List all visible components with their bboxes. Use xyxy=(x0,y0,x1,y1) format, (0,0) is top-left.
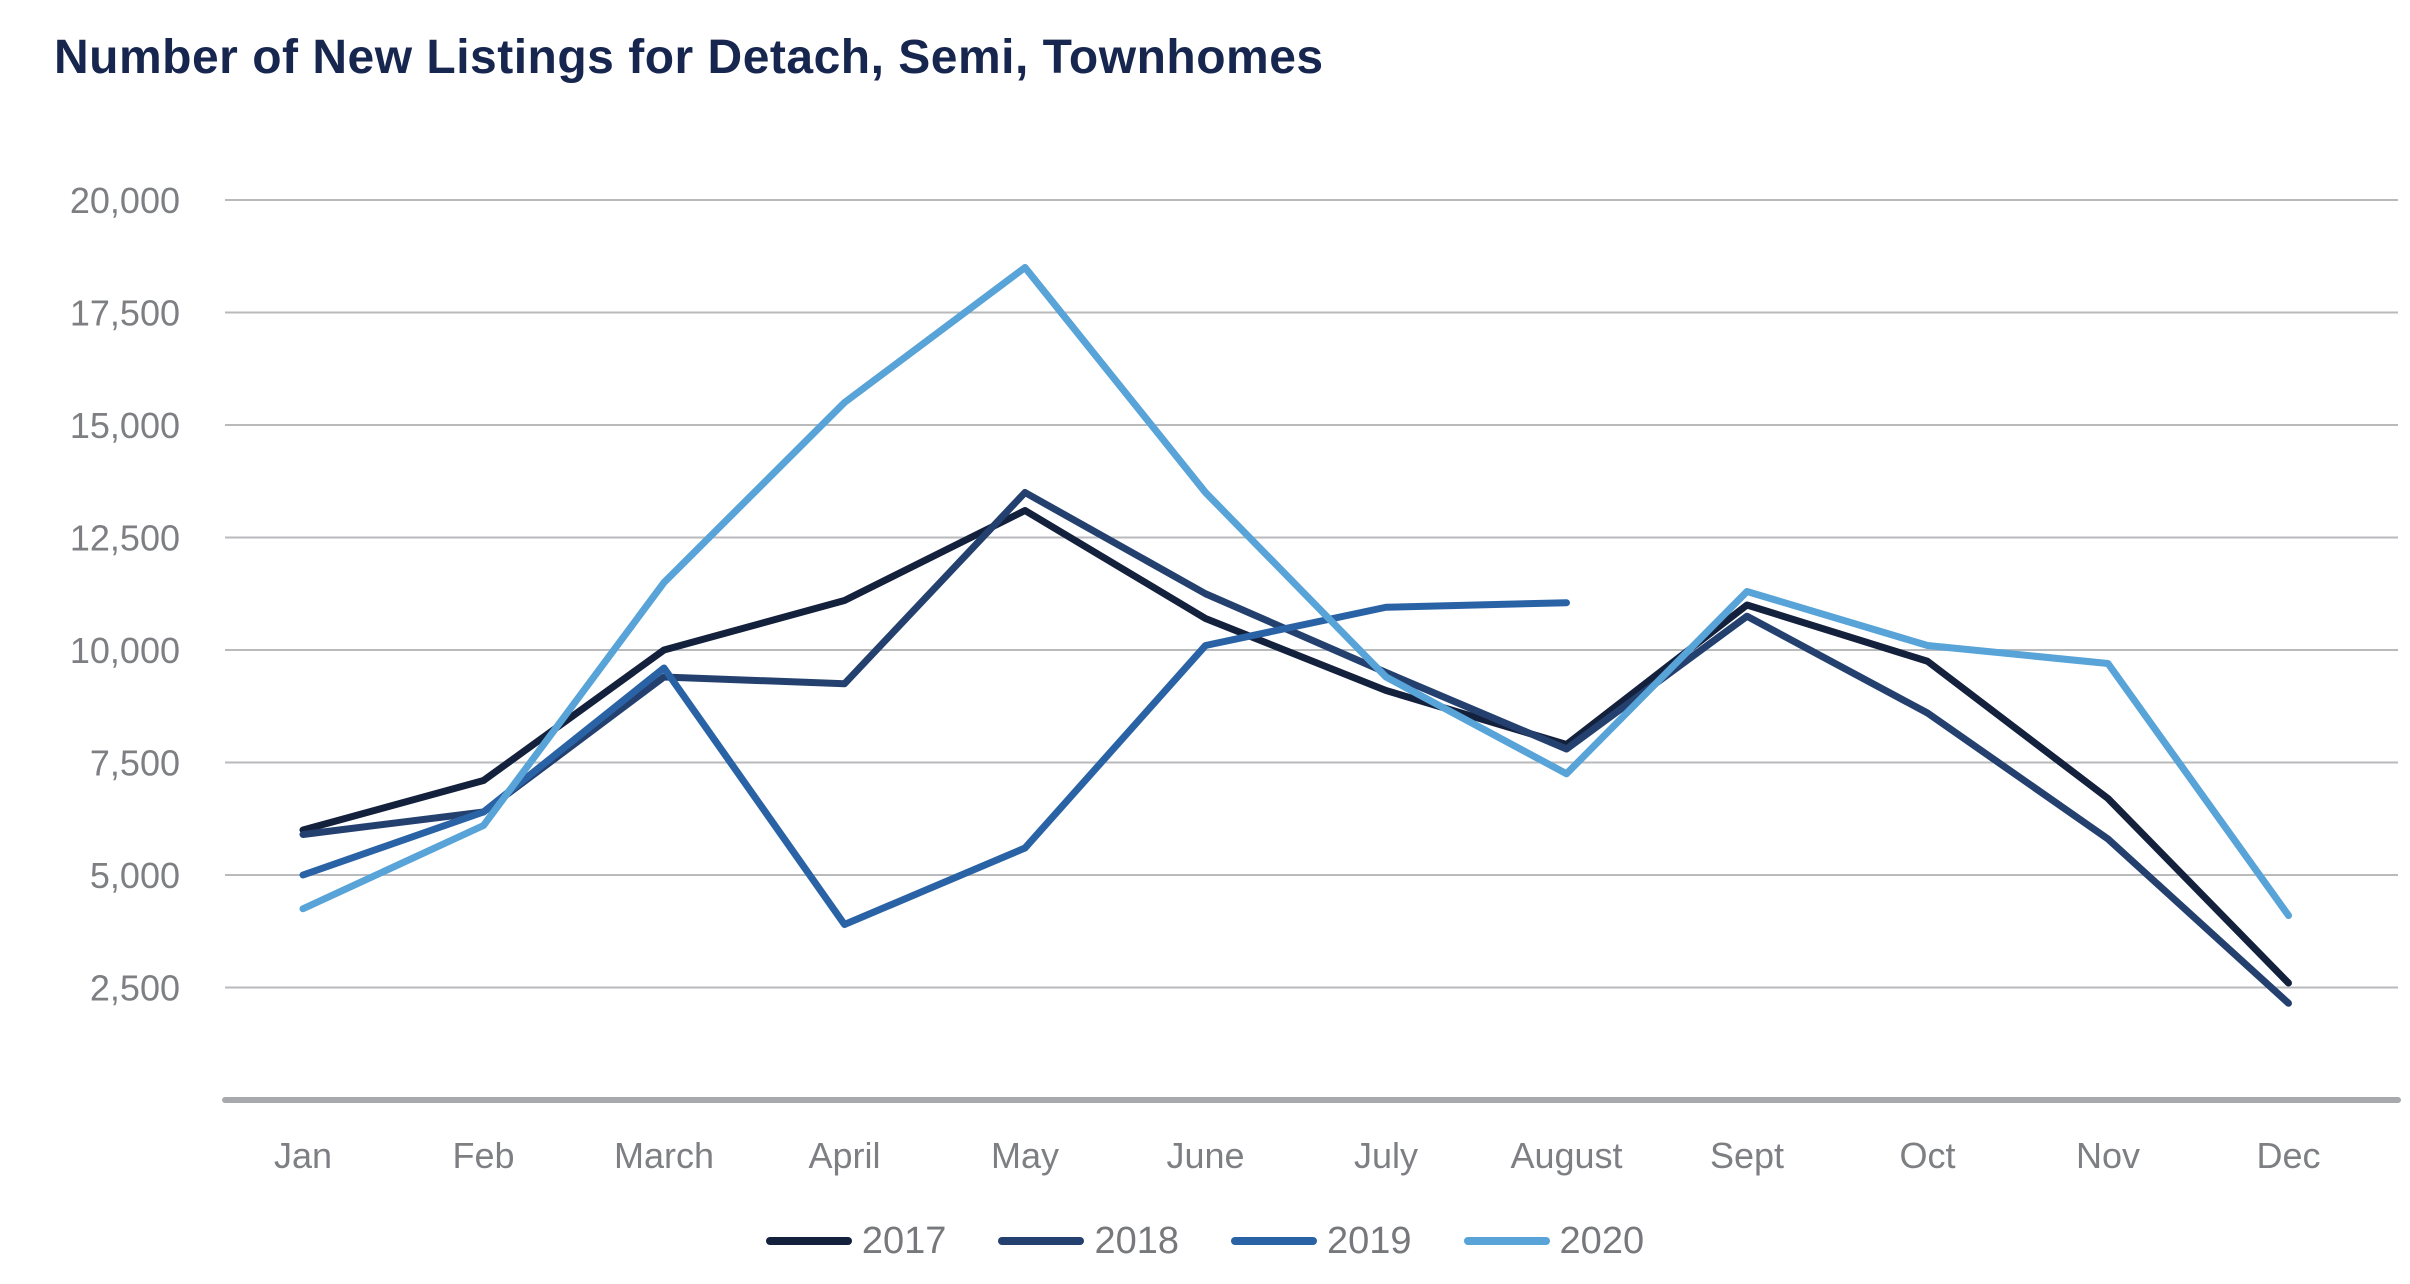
legend-swatch-2017 xyxy=(765,1237,852,1245)
x-tick-label: Feb xyxy=(452,1135,514,1176)
x-tick-label: April xyxy=(808,1135,880,1176)
y-tick-label: 5,000 xyxy=(90,855,180,896)
x-tick-label: Oct xyxy=(1899,1135,1955,1176)
legend-item-2018: 2018 xyxy=(998,1222,1179,1260)
x-tick-label: August xyxy=(1510,1135,1622,1176)
legend-swatch-2018 xyxy=(998,1237,1085,1245)
x-tick-label: March xyxy=(614,1135,714,1176)
y-tick-label: 20,000 xyxy=(70,180,180,221)
x-tick-label: May xyxy=(991,1135,1059,1176)
legend-label: 2017 xyxy=(861,1220,947,1262)
chart-title: Number of New Listings for Detach, Semi,… xyxy=(54,31,1324,84)
series-line-2020 xyxy=(299,264,2292,919)
legend-swatch-2020 xyxy=(1463,1237,1550,1245)
legend-item-2020: 2020 xyxy=(1463,1220,1645,1262)
legend-label: 2018 xyxy=(1094,1220,1179,1262)
x-tick-label: June xyxy=(1166,1135,1244,1176)
legend-item-2017: 2017 xyxy=(765,1220,947,1262)
x-tick-label: Sept xyxy=(1710,1135,1784,1176)
x-tick-label: Dec xyxy=(2256,1135,2320,1176)
x-tick-label: Nov xyxy=(2076,1135,2140,1176)
legend-label: 2019 xyxy=(1327,1220,1412,1262)
legend-item-2019: 2019 xyxy=(1231,1222,1412,1260)
x-tick-label: July xyxy=(1354,1135,1418,1176)
y-tick-label: 12,500 xyxy=(70,518,180,559)
y-tick-label: 2,500 xyxy=(90,968,180,1009)
chart-legend: 2017 2018 2019 2020 xyxy=(0,1222,2410,1260)
x-tick-label: Jan xyxy=(274,1135,332,1176)
y-tick-label: 17,500 xyxy=(70,293,180,334)
legend-label: 2020 xyxy=(1559,1220,1645,1262)
y-tick-label: 15,000 xyxy=(70,405,180,446)
series-line-2017 xyxy=(299,507,2292,987)
series-line-2018 xyxy=(299,489,2292,1007)
y-tick-label: 10,000 xyxy=(70,630,180,671)
series-line-2019 xyxy=(299,599,1570,928)
y-tick-label: 7,500 xyxy=(90,743,180,784)
legend-swatch-2019 xyxy=(1231,1237,1317,1245)
